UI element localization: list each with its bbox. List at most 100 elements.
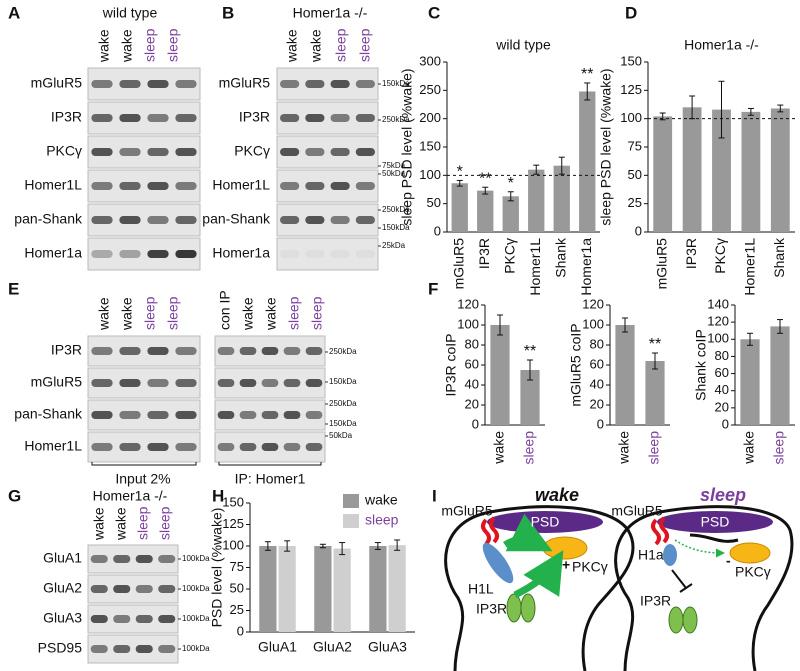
kinase (542, 536, 588, 560)
blot-band (147, 148, 169, 156)
blot-band (175, 80, 197, 88)
bar (490, 325, 510, 425)
bar (682, 107, 702, 232)
blot-band (355, 114, 375, 122)
y-tick-label: 300 (419, 53, 441, 68)
panel-label: B (222, 3, 234, 22)
legend-label: wake (364, 492, 398, 508)
legend-swatch (343, 494, 359, 508)
blot-band (280, 114, 300, 122)
blot-band (280, 182, 300, 190)
blot-band (119, 347, 141, 355)
y-tick-label: 150 (222, 494, 244, 509)
bar (653, 116, 673, 232)
x-tick-label: sleep (646, 431, 662, 465)
kinase (729, 542, 771, 564)
x-tick-label: GluA1 (258, 639, 297, 655)
arrow (513, 550, 564, 599)
y-tick-label: 0 (472, 416, 479, 431)
y-tick-label: 200 (419, 110, 441, 125)
lane-label: wake (284, 29, 300, 63)
blot-band (261, 443, 279, 451)
marker-label: 75kDa (382, 161, 406, 170)
blot-band (217, 347, 235, 355)
channel (682, 606, 698, 634)
marker-label: 100kDa (182, 644, 210, 653)
y-tick-label: 100 (707, 331, 729, 346)
y-tick-label: 20 (465, 396, 479, 411)
blot-band (355, 182, 375, 190)
y-tick-label: 120 (582, 296, 604, 311)
blot-band (217, 443, 235, 451)
panel-label: C (428, 3, 440, 22)
blot-band (147, 114, 169, 122)
y-tick-label: 150 (419, 138, 441, 153)
panel-label: H (212, 486, 224, 505)
blot-band (175, 182, 197, 190)
y-tick-label: 100 (457, 316, 479, 331)
blot-band (135, 645, 153, 653)
bar (645, 361, 665, 425)
bar (451, 183, 468, 232)
diagram-label: PSD (531, 514, 560, 530)
blot-band (113, 585, 131, 593)
blot-band (280, 80, 300, 88)
row-label: PKCγ (234, 143, 270, 159)
bar (369, 546, 387, 632)
diagram: wake mGluR5 PSD H1L IP3R PKCγ + sleep mG… (441, 485, 794, 671)
lane-label: wake (96, 297, 112, 331)
lane-label: wake (240, 297, 256, 331)
blot-band (330, 114, 350, 122)
diagram-label: IP3R (640, 593, 671, 609)
x-tick-label: Shank (771, 237, 787, 278)
lane-label: wake (119, 29, 135, 63)
bar (477, 190, 494, 232)
lane-label: sleep (286, 296, 302, 330)
x-tick-label: sleep (771, 431, 787, 465)
blot-band (217, 411, 235, 419)
row-label: Homer1L (24, 177, 82, 193)
diagram-label: + (562, 557, 570, 573)
homer (663, 544, 677, 566)
blot-band (91, 250, 113, 258)
row-label: GluA2 (43, 580, 82, 596)
blot-band (305, 216, 325, 224)
bar (770, 326, 790, 425)
x-tick-label: sleep (521, 431, 537, 465)
inhibition (671, 569, 693, 593)
blot-band (91, 443, 113, 451)
blot-caption: Input 2% (115, 471, 170, 487)
y-axis-label: Shank coIP (693, 329, 709, 401)
lane-label: wake (263, 297, 279, 331)
channel (668, 606, 684, 634)
diagram-label: H1a (638, 547, 664, 563)
diagram-title: sleep (700, 485, 746, 505)
blot-band (280, 250, 300, 258)
blot-band (90, 615, 108, 623)
row-label: Homer1L (24, 438, 82, 454)
y-tick-label: 120 (457, 296, 479, 311)
receptor (651, 516, 669, 546)
blot-band (135, 555, 153, 563)
marker-label: 150kDa (329, 419, 357, 428)
marker-label: 50kDa (382, 169, 406, 178)
blot-band (147, 411, 169, 419)
significance: ** (581, 66, 593, 83)
blot-band (355, 216, 375, 224)
blot-band (119, 411, 141, 419)
blot-band (158, 585, 176, 593)
blot-band (147, 216, 169, 224)
arrow (503, 513, 553, 552)
lane-label: sleep (135, 506, 151, 540)
blot-band (239, 347, 257, 355)
blot-band (175, 443, 197, 451)
y-tick-label: 50 (230, 580, 244, 595)
lane-label: sleep (157, 506, 173, 540)
significance: ** (649, 336, 661, 353)
blot-band (119, 80, 141, 88)
blot-band (91, 148, 113, 156)
y-tick-label: 50 (427, 195, 441, 210)
bar (502, 196, 519, 232)
marker-label: 100kDa (182, 614, 210, 623)
